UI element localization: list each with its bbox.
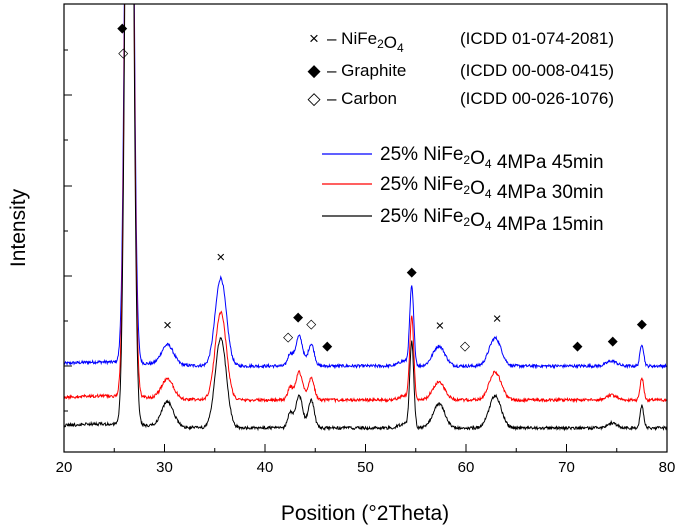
- series-line: [64, 4, 667, 404]
- series-line: [64, 4, 667, 370]
- x-tick-label: 60: [458, 459, 475, 476]
- peak-marker: ×: [163, 317, 172, 334]
- phase-legend-reference: (ICDD 00-008-0415): [460, 61, 614, 80]
- peak-marker: ◆: [407, 264, 417, 279]
- x-tick-label: 80: [659, 459, 676, 476]
- peak-marker: ◇: [283, 329, 293, 344]
- x-axis-title: Position (°2Theta): [281, 502, 449, 525]
- peak-marker: ◆: [322, 338, 332, 353]
- phase-legend-label: – Graphite: [327, 61, 406, 80]
- peak-marker: ◆: [608, 333, 618, 348]
- legend: × – NiFe2O4 (ICDD 01-074-2081) ◆ – Graphite (…: [307, 29, 614, 235]
- x-tick-label: 50: [357, 459, 374, 476]
- phase-legend-symbol: ×: [309, 29, 319, 48]
- peak-marker: ◇: [460, 338, 470, 353]
- axis-ticks: 20 30 40 50 60 70 80: [56, 49, 676, 476]
- phase-legend-reference: (ICDD 00-026-1076): [460, 89, 614, 108]
- series-line: [64, 4, 667, 432]
- series-legend-label: 25% NiFe2O4 4MPa 30min: [380, 174, 604, 203]
- peak-marker: ◆: [637, 316, 647, 331]
- peak-marker: ◆: [293, 309, 303, 324]
- phase-legend-label: – NiFe2O4: [327, 29, 404, 55]
- peak-marker: ◇: [118, 45, 128, 60]
- x-tick-label: 20: [56, 459, 73, 476]
- x-tick-label: 40: [257, 459, 274, 476]
- series-legend-label: 25% NiFe2O4 4MPa 15min: [380, 206, 604, 235]
- y-axis-title: Intensity: [7, 188, 30, 267]
- x-tick-label: 70: [558, 459, 575, 476]
- peak-marker: ◆: [573, 338, 583, 353]
- peak-marker: ◆: [117, 20, 127, 35]
- x-tick-label: 30: [156, 459, 173, 476]
- series-legend-label: 25% NiFe2O4 4MPa 45min: [380, 144, 604, 173]
- peak-marker: ◇: [306, 316, 316, 331]
- peak-marker: ×: [493, 311, 502, 328]
- peak-marker-layer: ◆◇××◇◆ ◇◆◆×◇×◆ ◆◆: [117, 20, 647, 353]
- phase-legend-symbol: ◇: [307, 89, 321, 108]
- peak-marker: ×: [216, 249, 225, 266]
- phase-legend-reference: (ICDD 01-074-2081): [460, 29, 614, 48]
- phase-legend-symbol: ◆: [307, 61, 321, 80]
- peak-marker: ×: [435, 317, 444, 334]
- series-layer: [64, 4, 667, 432]
- phase-legend-label: – Carbon: [327, 89, 397, 108]
